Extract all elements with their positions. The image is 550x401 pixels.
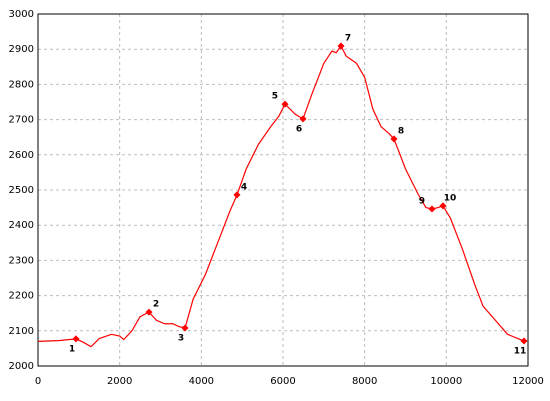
x-tick-label: 8000 <box>352 376 377 387</box>
point-marker <box>281 100 289 108</box>
point-marker <box>233 191 241 199</box>
x-tick-label: 6000 <box>270 376 295 387</box>
plot-frame <box>37 13 529 367</box>
point-marker <box>390 135 398 143</box>
y-tick-label: 2800 <box>9 79 34 90</box>
point-label: 10 <box>444 193 457 203</box>
y-tick-label: 2700 <box>9 115 34 126</box>
point-label: 1 <box>69 344 75 354</box>
y-tick-label: 3000 <box>9 9 34 20</box>
y-tick-label: 2200 <box>9 291 34 302</box>
point-label: 6 <box>296 124 302 134</box>
point-marker <box>299 115 307 123</box>
x-tick-label: 4000 <box>189 376 214 387</box>
point-label: 9 <box>419 197 425 207</box>
point-label: 8 <box>398 126 404 136</box>
y-tick-label: 2400 <box>9 220 34 231</box>
y-tick-label: 2100 <box>9 326 34 337</box>
point-marker <box>181 324 189 332</box>
x-tick-label: 0 <box>35 376 41 387</box>
point-label: 7 <box>345 34 351 44</box>
point-marker <box>145 308 153 316</box>
point-label: 5 <box>272 92 278 102</box>
point-label: 3 <box>178 333 184 343</box>
y-tick-label: 2300 <box>9 255 34 266</box>
y-tick-label: 2900 <box>9 44 34 55</box>
point-marker <box>428 205 436 213</box>
point-label: 2 <box>153 300 159 310</box>
y-tick-label: 2600 <box>9 150 34 161</box>
point-label: 4 <box>241 182 247 192</box>
point-marker <box>439 202 447 210</box>
y-tick-label: 2500 <box>9 185 34 196</box>
point-label: 11 <box>514 347 527 357</box>
y-tick-label: 2000 <box>9 361 34 372</box>
x-tick-label: 10000 <box>430 376 462 387</box>
x-tick-label: 2000 <box>107 376 132 387</box>
x-tick-label: 12000 <box>512 376 544 387</box>
point-marker <box>520 337 528 345</box>
point-marker <box>337 42 345 50</box>
point-marker <box>72 335 80 343</box>
